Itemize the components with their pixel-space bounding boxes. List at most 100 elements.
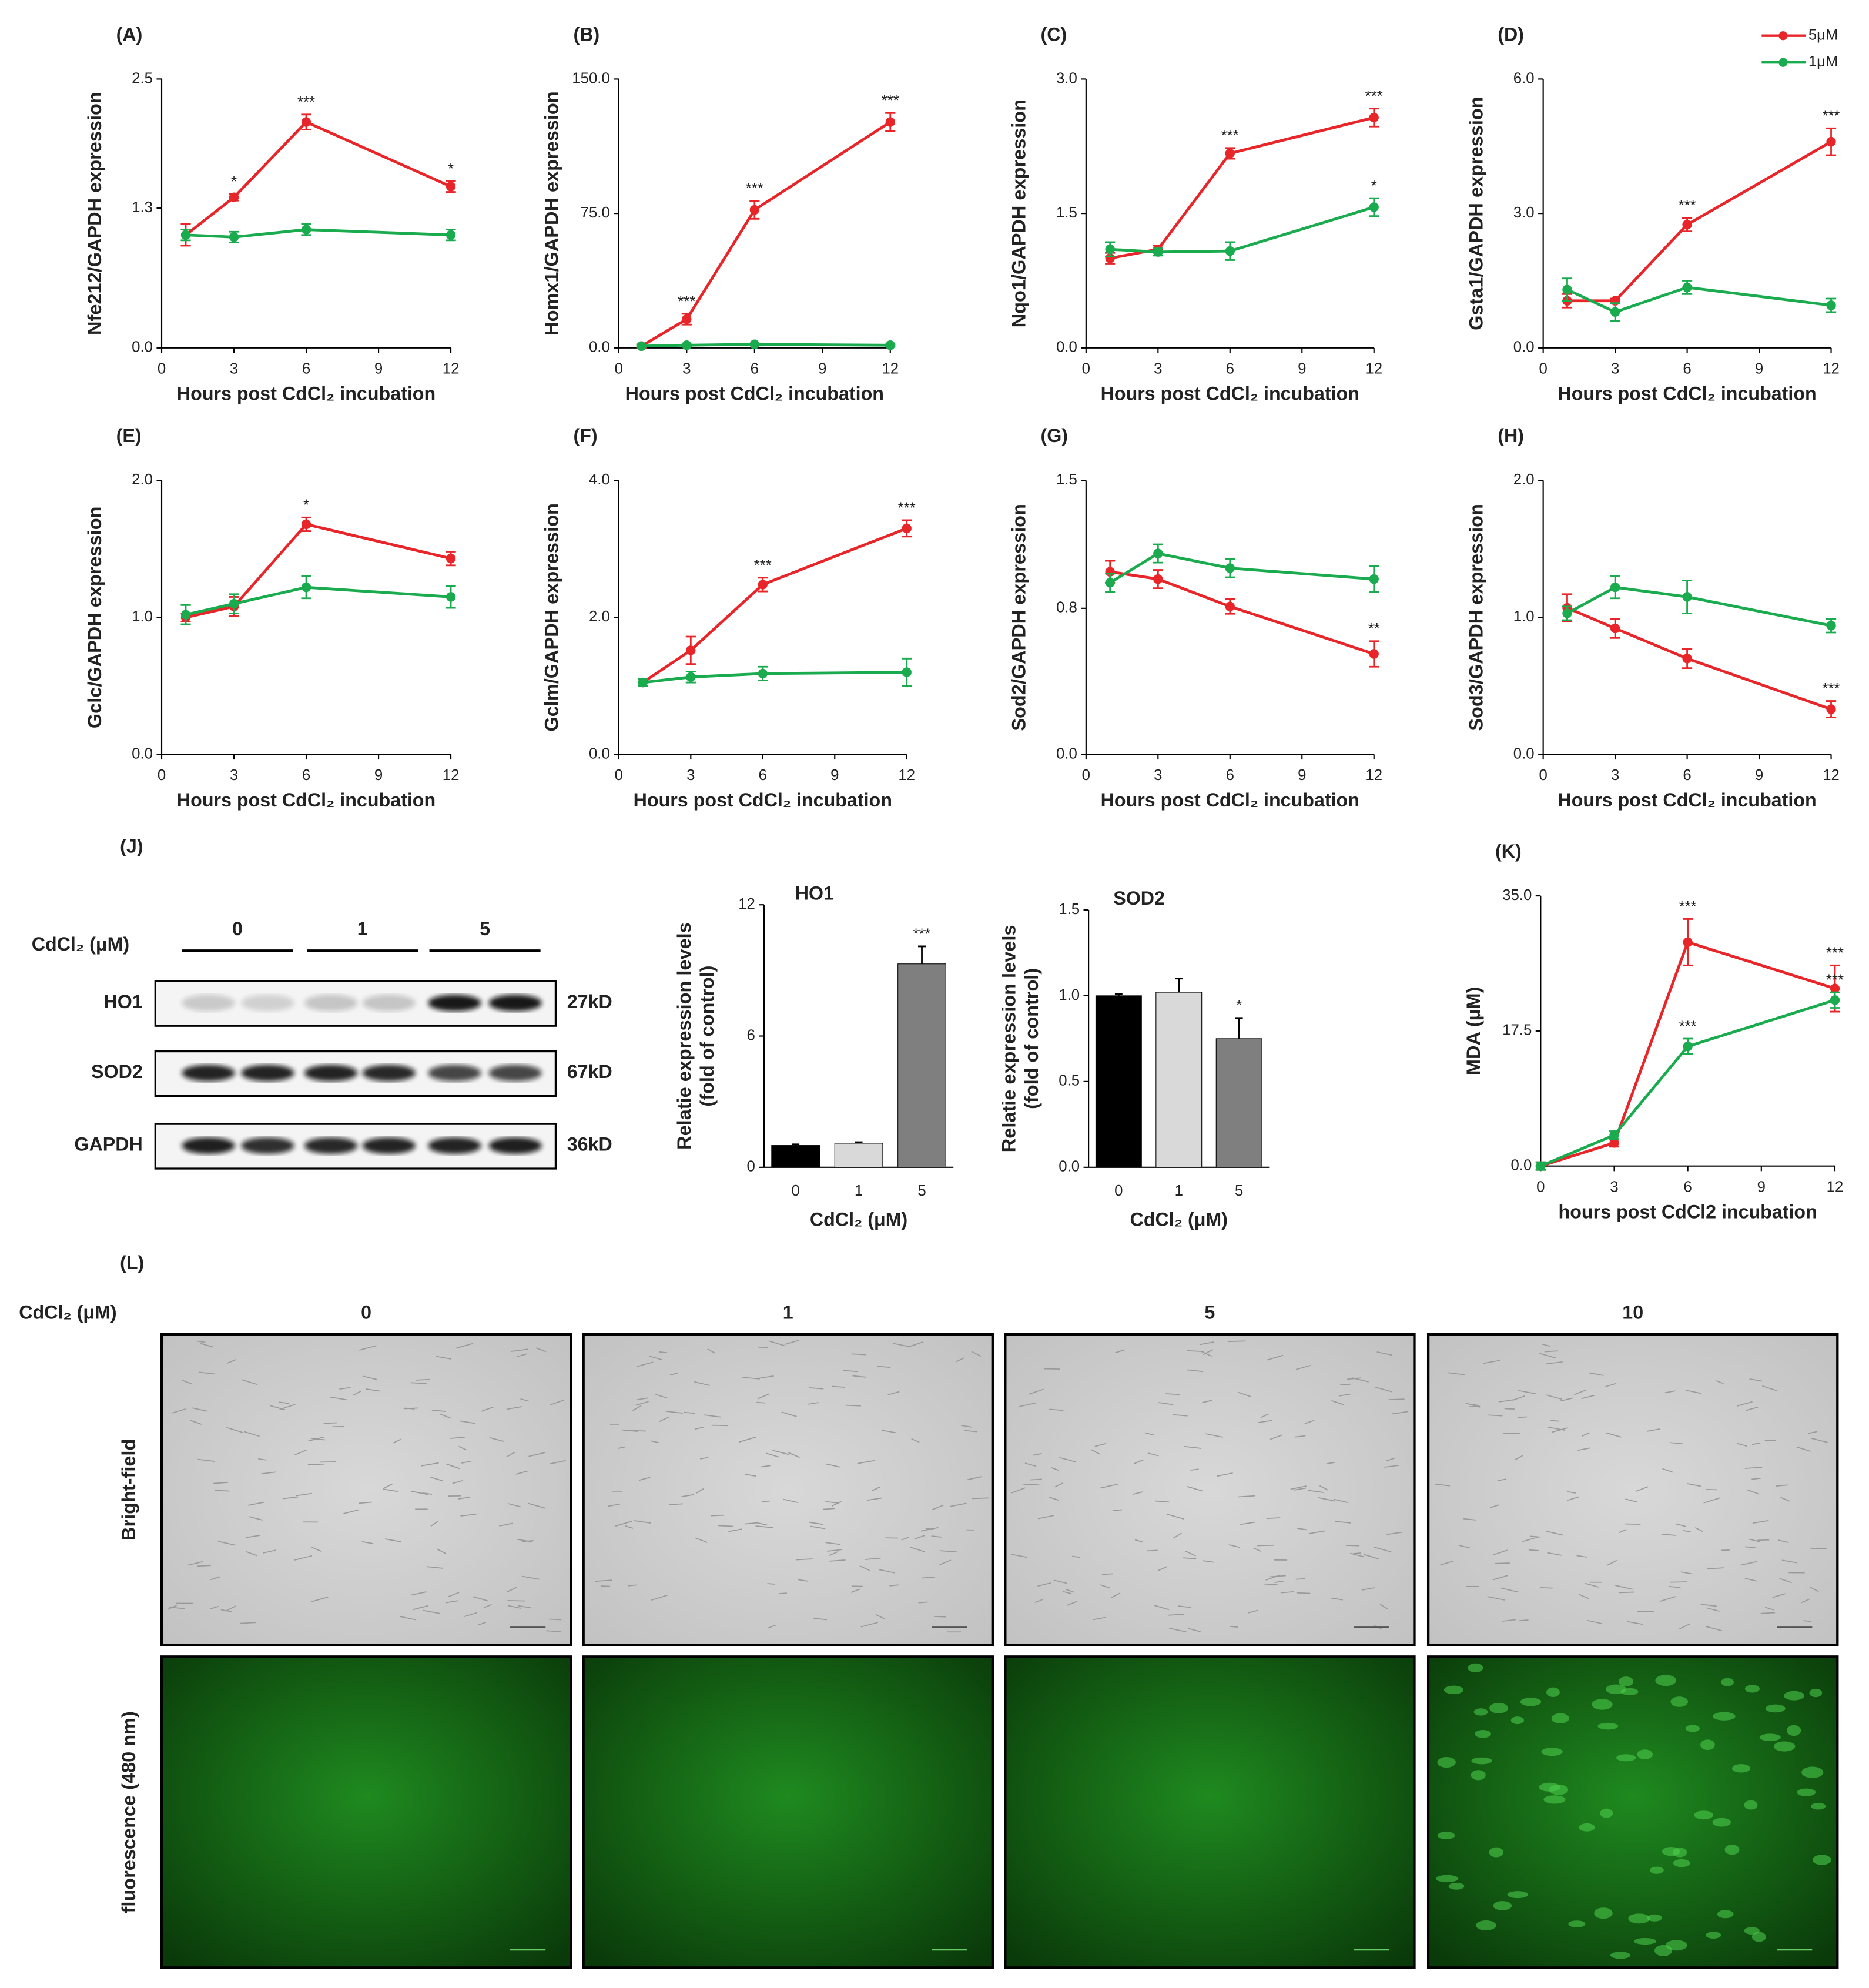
cell <box>1440 1560 1454 1566</box>
cell <box>517 1538 533 1542</box>
data-line <box>1566 606 1832 711</box>
cell <box>1703 1497 1720 1504</box>
y-tick-label: 35.0 <box>1502 887 1532 903</box>
data-line <box>641 121 892 347</box>
cell <box>1202 1400 1213 1403</box>
x-tick-label: 9 <box>1755 360 1763 377</box>
data-point <box>229 232 239 242</box>
cell <box>1253 1547 1262 1552</box>
y-axis-label: Relatie expression levels <box>999 925 1020 1153</box>
cell <box>1737 1443 1748 1447</box>
cell <box>456 1343 473 1349</box>
cell <box>520 1398 529 1402</box>
cell <box>1290 1485 1307 1490</box>
y-tick-label: 1.5 <box>1059 901 1080 918</box>
cell <box>829 1551 839 1557</box>
x-tick-label: 12 <box>1823 360 1840 377</box>
cell <box>768 1624 776 1629</box>
cell <box>339 1387 351 1390</box>
cell <box>901 1537 910 1541</box>
cell <box>637 1361 654 1367</box>
fluorescent-cell <box>1468 1663 1483 1672</box>
cell <box>1147 1549 1158 1552</box>
x-tick-label: 0 <box>1536 1179 1545 1195</box>
cell <box>829 1559 846 1562</box>
blot-band <box>428 1065 481 1082</box>
legend-label: 1μM <box>1808 53 1838 70</box>
legend-label: 5μM <box>1808 26 1838 43</box>
cell <box>1576 1555 1587 1558</box>
cell <box>624 1525 634 1529</box>
cell <box>635 1401 649 1406</box>
cell <box>1318 1497 1336 1502</box>
x-tick-label: 3 <box>1611 767 1619 784</box>
cell <box>1811 1438 1828 1443</box>
dose-group: 0 <box>232 918 243 939</box>
cell <box>636 1397 648 1401</box>
dose-group: 1 <box>357 918 368 939</box>
data-point <box>902 667 912 677</box>
fluorescent-cell <box>1610 1952 1631 1959</box>
panel-label: (K) <box>1495 841 1522 862</box>
y-axis-label: Gclm/GAPDH expression <box>541 503 562 731</box>
cell <box>1625 1523 1641 1525</box>
cell <box>1230 1626 1238 1628</box>
cell <box>1780 1497 1790 1502</box>
cell <box>809 1525 826 1530</box>
x-tick-label: 0 <box>615 767 623 784</box>
cell <box>1581 1395 1595 1400</box>
cell <box>481 1406 494 1412</box>
cell <box>950 1502 967 1507</box>
cell <box>1744 1578 1758 1582</box>
x-tick-label: 6 <box>751 360 759 377</box>
protein-size: 27kD <box>567 991 612 1012</box>
cell <box>1504 1408 1515 1410</box>
cell <box>867 1497 883 1501</box>
cell <box>860 1622 879 1628</box>
cell <box>956 1357 965 1363</box>
fluorescent-cell <box>1471 1770 1486 1781</box>
cell <box>1034 1599 1043 1604</box>
cell <box>761 1465 771 1468</box>
fluorescent-cell <box>1765 1704 1786 1713</box>
y-axis-label: Homx1/GAPDH expression <box>541 91 562 335</box>
x-tick-label: 12 <box>1365 767 1382 784</box>
x-axis-label: Hours post CdCl₂ incubation <box>1101 383 1359 404</box>
cell <box>440 1413 451 1419</box>
significance-label: * <box>448 161 454 178</box>
cell <box>1566 1491 1576 1494</box>
significance-label: *** <box>898 500 916 516</box>
cell <box>452 1480 463 1484</box>
cell <box>695 1537 708 1544</box>
cell <box>639 1477 651 1481</box>
cell <box>1550 1420 1560 1422</box>
cell <box>436 1356 452 1360</box>
blot-band <box>362 1065 416 1082</box>
x-tick-label: 12 <box>443 767 460 784</box>
micrograph <box>1004 1655 1416 1969</box>
cell <box>728 1528 742 1532</box>
data-point <box>180 230 191 240</box>
fluorescent-cell <box>1637 1749 1653 1759</box>
cell <box>226 1427 243 1433</box>
cell <box>755 1525 773 1528</box>
y-tick-label: 1.5 <box>1056 205 1077 221</box>
y-tick-label: 1.3 <box>132 199 153 216</box>
cell <box>393 1438 401 1444</box>
micrograph <box>160 1333 572 1646</box>
cell <box>1352 1377 1369 1383</box>
cell <box>615 1520 633 1527</box>
micrograph <box>582 1655 994 1969</box>
significance-label: *** <box>882 93 899 109</box>
cell <box>909 1341 923 1347</box>
data-point <box>229 598 239 609</box>
data-point <box>1826 300 1836 310</box>
data-point <box>1369 574 1379 584</box>
cell <box>1607 1559 1617 1566</box>
cell <box>1762 1385 1777 1391</box>
column-header: 10 <box>1622 1302 1643 1323</box>
x-tick-label: 9 <box>1757 1179 1766 1195</box>
cell <box>1492 1575 1508 1581</box>
data-point <box>1153 548 1163 558</box>
cell <box>1258 1420 1272 1423</box>
